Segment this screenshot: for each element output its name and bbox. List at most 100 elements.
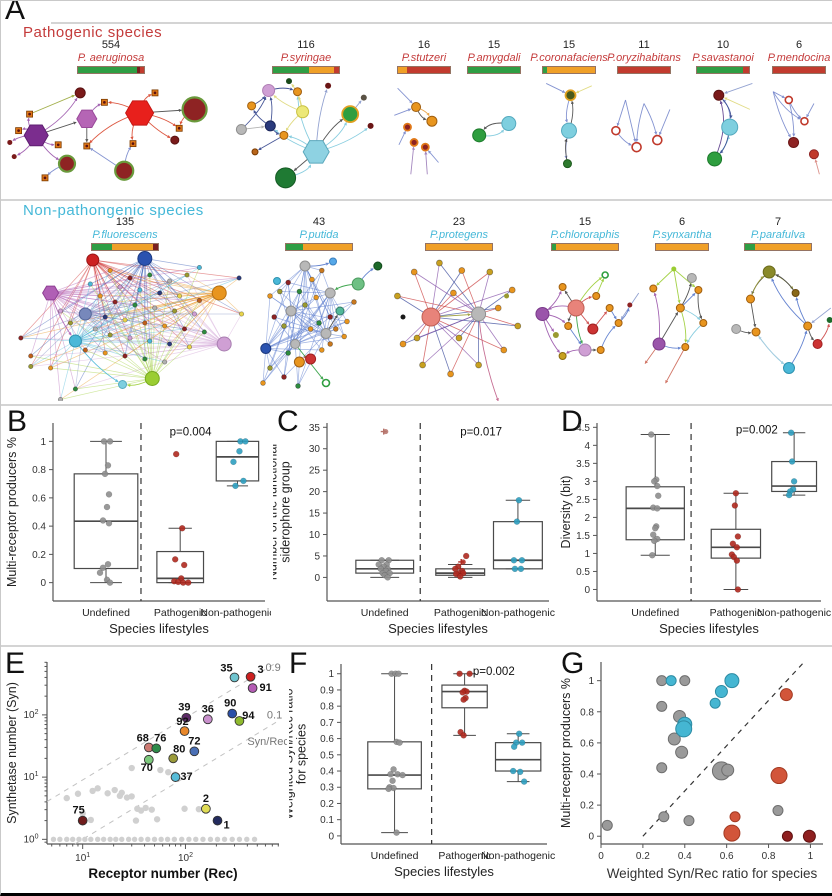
lifestyle-composition-bar: [467, 66, 521, 75]
species-column: 10 P.savastanoi: [681, 39, 765, 192]
lifestyle-composition-bar: [285, 243, 353, 252]
svg-text:p=0.004: p=0.004: [170, 426, 212, 438]
svg-text:Species lifestyles: Species lifestyles: [109, 621, 209, 636]
svg-text:75: 75: [73, 805, 85, 817]
siderophore-network: [18, 251, 245, 402]
species-column: 43 P.putida: [249, 216, 389, 401]
svg-text:2: 2: [203, 793, 209, 805]
svg-text:92: 92: [176, 716, 188, 728]
species-name: P.fluorescens: [92, 228, 158, 241]
species-name: P.chlororaphis: [550, 228, 620, 241]
svg-text:15: 15: [309, 509, 321, 520]
siderophore-network: [7, 87, 208, 182]
svg-text:1.5: 1.5: [576, 531, 590, 542]
svg-text:Synthetase number (Syn): Synthetase number (Syn): [5, 682, 19, 824]
species-column: 15 P.coronafaciens: [530, 39, 608, 192]
siderophore-network: [260, 257, 383, 390]
lifestyle-composition-bar: [77, 66, 145, 75]
svg-text:0.8: 0.8: [580, 707, 594, 718]
svg-text:80: 80: [173, 743, 185, 755]
svg-text:36: 36: [202, 703, 214, 715]
svg-text:102: 102: [178, 852, 193, 864]
species-name: P.mendocina: [767, 51, 831, 64]
panel-letter-b: B: [7, 405, 28, 438]
lifestyle-composition-bar: [617, 66, 671, 75]
svg-text:39: 39: [178, 702, 190, 714]
svg-text:Receptor number (Rec): Receptor number (Rec): [88, 866, 237, 881]
svg-text:1: 1: [584, 549, 590, 560]
species-name: P.stutzeri: [401, 51, 447, 64]
lifestyle-composition-bar: [272, 66, 340, 75]
svg-text:0: 0: [40, 578, 46, 589]
species-name: P.parafulva: [750, 228, 806, 241]
svg-text:1: 1: [40, 437, 46, 448]
svg-text:0.4: 0.4: [678, 851, 692, 862]
svg-text:25: 25: [309, 466, 321, 477]
svg-text:0.4: 0.4: [32, 522, 46, 533]
species-count: 43: [312, 216, 326, 228]
species-name: P.oryzihabitans: [607, 51, 681, 64]
nonpathogenic-species-row: 135 P.fluorescens 43 P.putida 23 P.protegens 1…: [1, 216, 832, 402]
species-column: 23 P.protegens: [389, 216, 529, 402]
pathogenic-species-row: 554 P. aeruginosa 116 P.syringae 16 P.stutzer…: [1, 39, 832, 192]
svg-text:100: 100: [23, 833, 38, 845]
siderophore-network: [394, 88, 439, 175]
svg-text:p=0.002: p=0.002: [736, 425, 778, 437]
panel-letter-g: G: [561, 647, 585, 680]
svg-text:0.2: 0.2: [636, 851, 650, 862]
species-name: P.syringae: [280, 51, 332, 64]
svg-text:35: 35: [220, 662, 232, 674]
panel-letter-f: F: [289, 647, 308, 680]
boxplot-siderophore-groups: 0 5 10 15 20 25 30 35 Number of the functionalsi…: [273, 423, 555, 636]
svg-text:90: 90: [224, 698, 236, 710]
svg-text:1: 1: [808, 851, 814, 862]
svg-text:5: 5: [314, 551, 320, 562]
svg-text:1: 1: [588, 676, 594, 687]
lifestyle-composition-bar: [425, 243, 493, 252]
species-column: 15 P.chlororaphis: [529, 216, 641, 401]
species-count: 116: [297, 39, 315, 51]
lifestyle-composition-bar: [91, 243, 159, 252]
svg-text:1: 1: [223, 820, 229, 832]
species-column: 7 P.parafulva: [723, 216, 832, 401]
species-name: P.synxantha: [652, 228, 712, 241]
svg-text:Non-pathogenic: Non-pathogenic: [200, 607, 271, 619]
species-column: 554 P. aeruginosa: [1, 39, 221, 192]
svg-text:0.2: 0.2: [320, 799, 334, 810]
svg-text:0.8: 0.8: [762, 851, 776, 862]
divider-charts1: [1, 404, 832, 406]
svg-text:101: 101: [23, 771, 38, 783]
lifestyle-composition-bar: [696, 66, 750, 75]
svg-text:Diversity (bit): Diversity (bit): [559, 476, 573, 549]
svg-text:Pathogenic: Pathogenic: [710, 607, 763, 619]
svg-text:Species lifestyles: Species lifestyles: [388, 621, 488, 636]
svg-text:0: 0: [584, 585, 590, 596]
svg-text:3: 3: [584, 477, 590, 488]
svg-text:4: 4: [584, 441, 590, 452]
svg-text:Undefined: Undefined: [361, 607, 409, 619]
panel-letter-c: C: [277, 405, 299, 438]
svg-text:Weighted Syn/Rec ratiofor spec: Weighted Syn/Rec ratiofor species: [289, 688, 309, 819]
species-name: P.protegens: [430, 228, 488, 241]
svg-text:101: 101: [75, 852, 90, 864]
species-column: 11 P.oryzihabitans: [607, 39, 681, 192]
svg-text:0: 0: [598, 851, 604, 862]
species-name: P.savastanoi: [692, 51, 754, 64]
species-count: 10: [716, 39, 730, 51]
species-count: 23: [452, 216, 466, 228]
svg-text:37: 37: [180, 771, 192, 783]
species-count: 16: [417, 39, 431, 51]
siderophore-network: [235, 78, 374, 189]
svg-text:68: 68: [137, 732, 149, 744]
lifestyle-composition-bar: [397, 66, 451, 75]
boxplot-multireceptor-producers: 0 0.2 0.4 0.6 0.8 1 Multi-receptor producers %…: [5, 423, 271, 636]
scatter-ratio-vs-multireceptor: 0 0.2 0.4 0.6 0.8 1 0 0.2 0.4 0.6 0.8 1 Multi-recept…: [559, 661, 823, 881]
siderophore-network: [535, 271, 640, 361]
svg-text:72: 72: [188, 735, 200, 747]
svg-text:4.5: 4.5: [576, 423, 590, 434]
svg-text:35: 35: [309, 423, 321, 434]
siderophore-network: [772, 91, 820, 175]
svg-text:2.5: 2.5: [576, 495, 590, 506]
svg-text:0: 0: [588, 832, 594, 843]
